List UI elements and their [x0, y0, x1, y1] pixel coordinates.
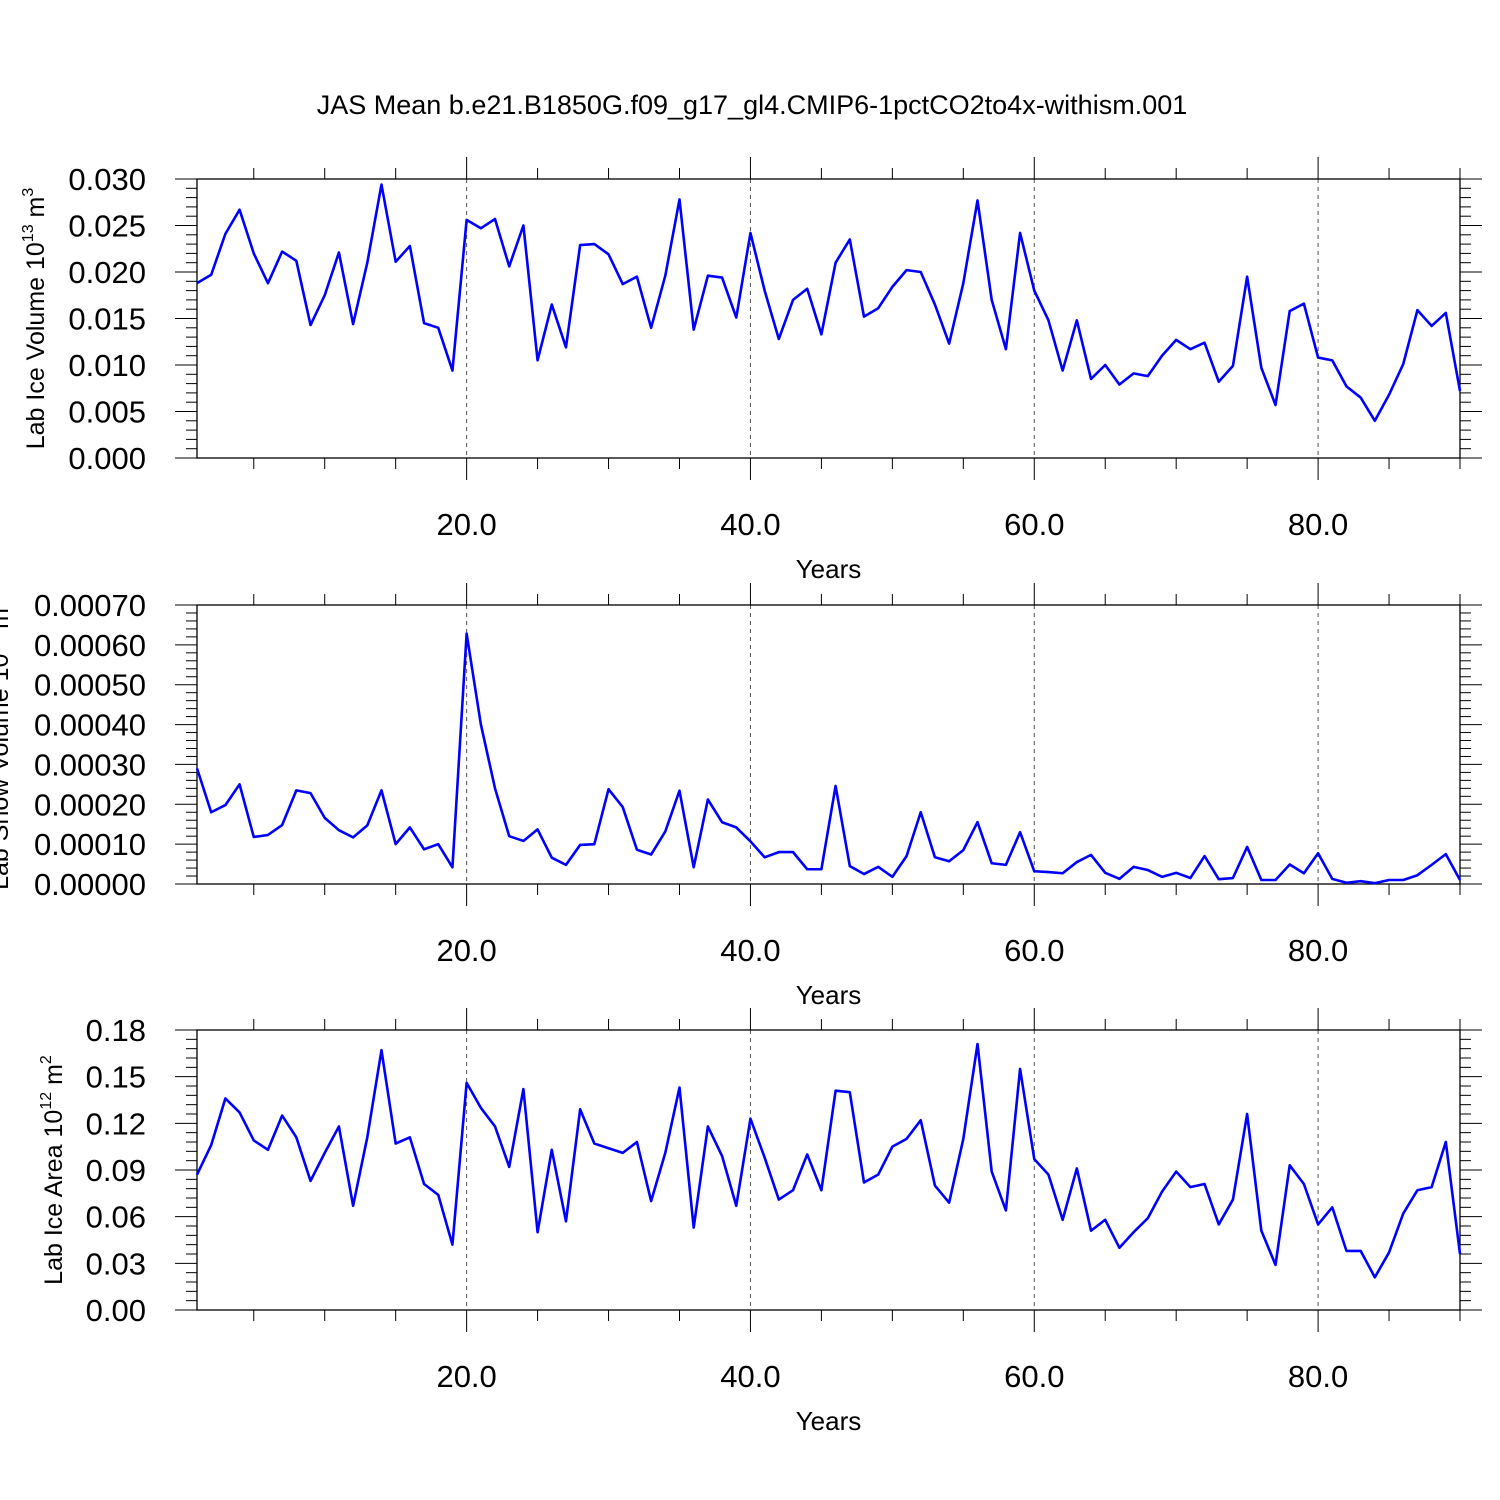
x-tick-label: 20.0	[436, 933, 496, 968]
x-tick-label: 20.0	[436, 507, 496, 542]
y-tick-label: 0.000	[68, 441, 146, 476]
y-tick-label: 0.12	[86, 1106, 146, 1141]
y-axis-title-ylabel-exp: 13	[20, 224, 37, 242]
y-tick-label: 0.030	[68, 162, 146, 197]
y-axis-title-ylabel-main: Lab Snow Volume 10	[0, 654, 14, 890]
y-tick-label: 0.03	[86, 1246, 146, 1281]
y-tick-label: 0.00000	[34, 867, 146, 902]
y-tick-label: 0.005	[68, 395, 146, 430]
x-axis-title: Years	[796, 980, 862, 1010]
y-tick-label: 0.00050	[34, 668, 146, 703]
x-tick-label: 40.0	[720, 507, 780, 542]
x-axis-title: Years	[796, 1406, 862, 1436]
y-axis-title-ylabel-exp: 13	[0, 636, 1, 654]
y-axis-title-ylabel-main: Lab Ice Area 10	[40, 1110, 68, 1285]
y-axis-title-ylabel-unit: m	[22, 197, 50, 225]
y-tick-label: 0.00060	[34, 628, 146, 663]
y-axis-title-ylabel-exp: 12	[38, 1092, 55, 1110]
plot-frame	[196, 604, 1461, 885]
plot-frame	[196, 178, 1461, 459]
y-tick-label: 0.025	[68, 209, 146, 244]
y-tick-label: 0.00070	[34, 588, 146, 623]
data-series-line-1	[195, 632, 1462, 885]
x-tick-label: 20.0	[436, 1359, 496, 1394]
y-axis-title-ylabel-unit: m	[0, 608, 14, 636]
y-tick-label: 0.18	[86, 1013, 146, 1048]
y-tick-label: 0.020	[68, 255, 146, 290]
y-axis-title-ylabel-unit-exp: 2	[38, 1055, 55, 1064]
x-tick-label: 60.0	[1004, 1359, 1064, 1394]
x-tick-label: 40.0	[720, 1359, 780, 1394]
y-tick-label: 0.06	[86, 1200, 146, 1235]
chart-panel-2: 0.00000 0.00010 0.00020 0.00030 0.00040 0.000…	[0, 583, 1482, 1010]
y-tick-label: 0.010	[68, 348, 146, 383]
figure-title: JAS Mean b.e21.B1850G.f09_g17_gl4.CMIP6-…	[317, 90, 1188, 120]
y-axis-title-ylabel-unit: m	[40, 1064, 68, 1092]
chart-panel-1: 0.000 0.005 0.010 0.015 0.020 0.025 0.030 20.0 4…	[20, 157, 1482, 584]
y-tick-label: 0.00040	[34, 708, 146, 743]
y-tick-label: 0.15	[86, 1060, 146, 1095]
y-axis-title-ylabel-unit-exp: 3	[20, 188, 37, 197]
y-tick-label: 0.015	[68, 302, 146, 337]
x-tick-label: 60.0	[1004, 507, 1064, 542]
y-axis-title: Lab Ice Area 1012 m2	[38, 1055, 68, 1285]
x-tick-label: 80.0	[1288, 933, 1348, 968]
data-series-line-1	[195, 1042, 1462, 1279]
y-tick-label: 0.00020	[34, 787, 146, 822]
data-series-line-1	[196, 183, 1462, 423]
y-axis-title-ylabel-main: Lab Ice Volume 10	[22, 242, 50, 449]
x-tick-label: 40.0	[720, 933, 780, 968]
y-axis-title-ylabel-unit-exp: 3	[0, 599, 1, 608]
y-tick-label: 0.00010	[34, 827, 146, 862]
y-tick-label: 0.00	[86, 1293, 146, 1328]
y-axis-title: Lab Snow Volume 1013 m3	[0, 599, 14, 890]
x-tick-label: 60.0	[1004, 933, 1064, 968]
x-axis-title: Years	[796, 554, 862, 584]
plot-frame	[196, 1029, 1461, 1311]
y-tick-label: 0.00030	[34, 747, 146, 782]
y-axis-title: Lab Ice Volume 1013 m3	[20, 188, 50, 450]
x-tick-label: 80.0	[1288, 507, 1348, 542]
chart-panel-3: 0.00 0.03 0.06 0.09 0.12 0.15 0.18 20.0 40.0 60.0…	[38, 1008, 1482, 1436]
x-tick-label: 80.0	[1288, 1359, 1348, 1394]
y-tick-label: 0.09	[86, 1153, 146, 1188]
